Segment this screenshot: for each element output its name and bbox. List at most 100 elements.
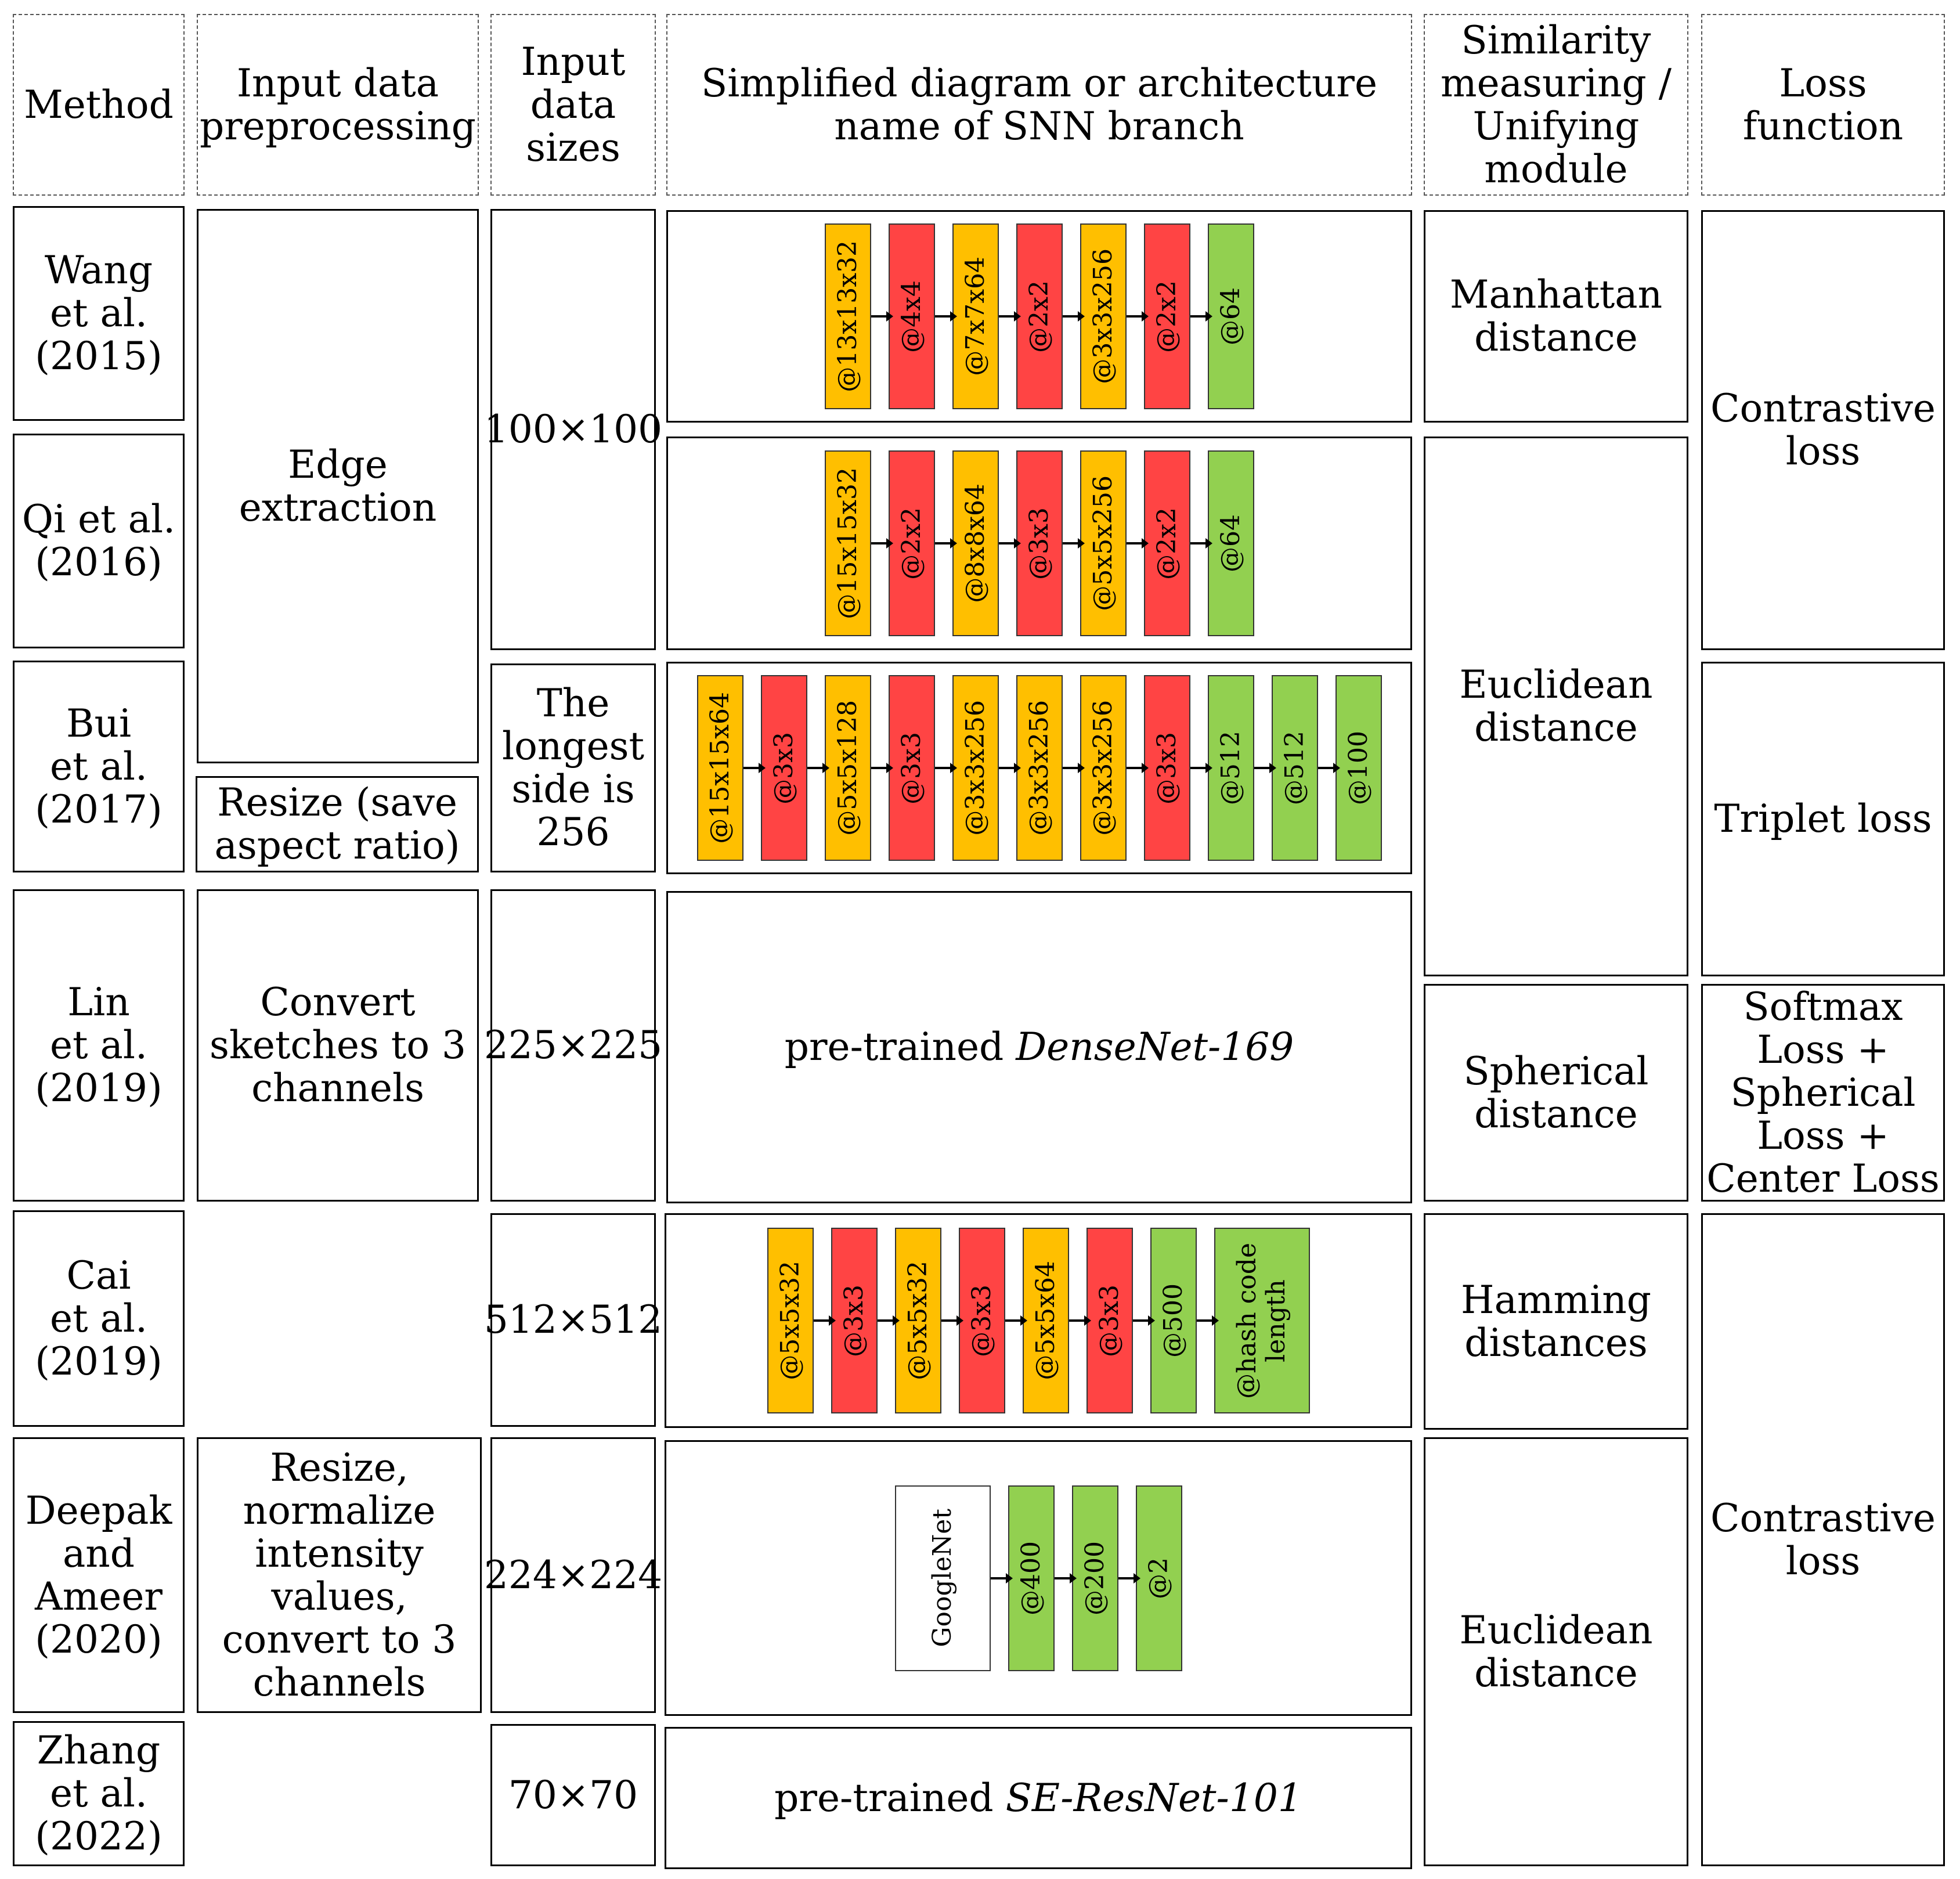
loss-triplet: Triplet loss (1701, 662, 1945, 976)
arrow-icon (871, 538, 893, 549)
fc-layer: @512 (1271, 675, 1318, 861)
layer-label: @512 (1279, 731, 1309, 805)
pool-layer: @3x3 (958, 1228, 1005, 1413)
arrow-icon (1126, 763, 1149, 773)
header-similarity: Similarity measuring / Unifying module (1424, 14, 1688, 196)
arrow-icon (1054, 1573, 1077, 1584)
preproc-resize: Resize (save aspect ratio) (196, 776, 479, 872)
size-225: 225×225 (484, 889, 662, 1202)
header-preprocessing-label: Input data preprocessing (199, 60, 477, 149)
loss-label: Contrastive loss (1710, 1495, 1936, 1584)
header-loss-label: Loss function (1742, 60, 1904, 149)
size-224: 224×224 (484, 1437, 662, 1713)
similarity-spherical: Spherical distance (1424, 984, 1688, 1202)
similarity-euclidean-1: Euclidean distance (1424, 437, 1688, 976)
layer-label: @13x13x32 (832, 240, 862, 392)
loss-softmax-spherical-center: Softmax Loss + Spherical Loss + Center L… (1701, 984, 1945, 1202)
fc-layer: @512 (1207, 675, 1254, 861)
layer-label: @5x5x32 (903, 1261, 933, 1380)
method-qi: Qi et al. (2016) (13, 434, 185, 648)
layer-label: @5x5x256 (1088, 475, 1118, 611)
arrow-icon (998, 311, 1021, 322)
layer-label: @3x3x256 (1088, 700, 1118, 836)
arrow-icon (1126, 538, 1149, 549)
method-deepak: Deepak and Ameer (2020) (13, 1437, 185, 1713)
layer-label: @5x5x128 (832, 700, 862, 836)
arrow-icon (1190, 763, 1212, 773)
layer-label: @2x2 (896, 507, 926, 580)
layer-label: @200 (1080, 1541, 1110, 1615)
conv-layer: @5x5x256 (1080, 450, 1127, 636)
layer-label: @2x2 (1024, 280, 1054, 353)
layer-label: @3x3 (839, 1284, 869, 1357)
header-diagram: Simplified diagram or architecture name … (666, 14, 1412, 196)
layer-sequence-wang: @13x13x32 @4x4 @7x7x64 @2x2 @3x3x256 @2x2 @64 (824, 223, 1254, 409)
layer-label: @3x3 (966, 1284, 997, 1357)
conv-layer: @13x13x32 (824, 223, 871, 409)
pool-layer: @3x3 (888, 675, 935, 861)
diagram-qi: @15x15x32 @2x2 @8x8x64 @3x3 @5x5x256 @2x2 @64 (666, 437, 1412, 650)
method-cai: Cai et al. (2019) (13, 1210, 185, 1427)
arrow-icon (1254, 763, 1276, 773)
conv-layer: @8x8x64 (952, 450, 999, 636)
arrow-icon (998, 763, 1021, 773)
preproc-label: Resize, normalize intensity values, conv… (222, 1445, 457, 1705)
layer-label: @64 (1215, 514, 1246, 572)
conv-layer: @5x5x32 (894, 1228, 941, 1413)
arrow-icon (1190, 311, 1212, 322)
conv-layer: @15x15x32 (824, 450, 871, 636)
method-bui: Bui et al. (2017) (13, 661, 185, 872)
preproc-label: Edge extraction (239, 442, 437, 530)
similarity-label: Euclidean distance (1459, 1607, 1653, 1696)
conv-layer: @5x5x64 (1022, 1228, 1069, 1413)
diagram-wang: @13x13x32 @4x4 @7x7x64 @2x2 @3x3x256 @2x2 @64 (666, 210, 1412, 423)
layer-label: @15x15x32 (832, 467, 862, 619)
layer-label: @64 (1215, 287, 1246, 345)
arrow-icon (813, 1315, 836, 1326)
method-zhang: Zhang et al. (2022) (13, 1721, 185, 1866)
header-method-label: Method (24, 82, 174, 127)
arrow-icon (743, 763, 766, 773)
loss-label: Softmax Loss + Spherical Loss + Center L… (1706, 984, 1940, 1201)
preproc-label: Convert sketches to 3 channels (209, 980, 467, 1110)
size-256: The longest side is 256 (490, 663, 656, 872)
method-label: Bui et al. (2017) (35, 701, 163, 832)
diagram-cai: @5x5x32 @3x3 @5x5x32 @3x3 @5x5x64 @3x3 @500 @ha… (665, 1213, 1412, 1428)
conv-layer: @7x7x64 (952, 223, 999, 409)
similarity-manhattan: Manhattan distance (1424, 210, 1688, 423)
arrow-icon (934, 311, 957, 322)
pool-layer: @2x2 (888, 450, 935, 636)
size-label: 225×225 (483, 1023, 663, 1067)
layer-sequence-bui: @15x15x64 @3x3 @5x5x128 @3x3 @3x3x256 @3x3x25… (696, 675, 1382, 861)
diagram-zhang: pre-trained SE-ResNet-101 (665, 1727, 1412, 1869)
diagram-deepak: GoogleNet @400 @200 @2 (665, 1440, 1412, 1716)
layer-label: @2x2 (1152, 507, 1182, 580)
arrow-icon (807, 763, 829, 773)
similarity-label: Hamming distances (1461, 1277, 1651, 1365)
arrow-icon (998, 538, 1021, 549)
layer-label: @500 (1158, 1283, 1188, 1358)
layer-label: @15x15x64 (705, 692, 735, 844)
arrow-icon (1062, 311, 1085, 322)
arrow-icon (1062, 538, 1085, 549)
layer-label: GoogleNet (927, 1509, 957, 1647)
similarity-label: Spherical distance (1463, 1048, 1649, 1137)
header-diagram-label: Simplified diagram or architecture name … (701, 60, 1378, 149)
preproc-edge-extraction: Edge extraction (197, 209, 479, 763)
pool-layer: @3x3 (1143, 675, 1190, 861)
zhang-architecture-name: pre-trained SE-ResNet-101 (774, 1775, 1302, 1820)
layer-label: @3x3 (1094, 1284, 1124, 1357)
conv-layer: @5x5x128 (824, 675, 871, 861)
layer-label: @hash code length (1232, 1242, 1291, 1399)
layer-label: @512 (1215, 731, 1246, 805)
layer-label: @7x7x64 (960, 257, 990, 376)
arrow-icon (1005, 1315, 1027, 1326)
conv-layer: @3x3x256 (1080, 675, 1127, 861)
header-sizes: Input data sizes (490, 14, 656, 196)
arrow-icon (871, 763, 893, 773)
arrow-icon (1196, 1315, 1219, 1326)
fc-layer: @200 (1071, 1485, 1118, 1671)
loss-label: Triplet loss (1714, 796, 1932, 841)
method-label: Zhang et al. (2022) (35, 1728, 163, 1859)
similarity-label: Euclidean distance (1459, 662, 1653, 750)
